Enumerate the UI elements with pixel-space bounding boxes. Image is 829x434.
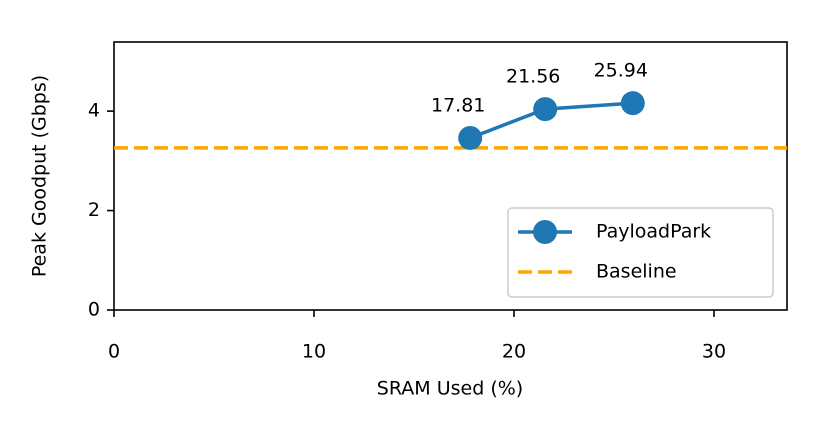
x-tick-label: 0: [108, 341, 120, 363]
legend-label: PayloadPark: [596, 221, 711, 243]
x-tick-label: 30: [702, 341, 726, 363]
legend-marker: [533, 220, 557, 244]
marker: [620, 91, 645, 116]
x-tick-label: 10: [302, 341, 326, 363]
y-tick-label: 2: [88, 199, 100, 221]
legend-box: [507, 207, 774, 298]
x-axis-label: SRAM Used (%): [377, 378, 523, 400]
point-label: 25.94: [594, 60, 648, 82]
legend-label: Baseline: [596, 261, 677, 283]
marker: [458, 125, 483, 150]
y-axis-label: Peak Goodput (Gbps): [29, 75, 51, 277]
point-label: 21.56: [506, 66, 560, 88]
y-tick-label: 0: [88, 299, 100, 321]
plot-frame: [113, 41, 788, 311]
point-label: 17.81: [431, 94, 485, 116]
x-tick-label: 20: [502, 341, 526, 363]
y-tick-label: 4: [88, 100, 100, 122]
marker: [533, 97, 558, 122]
